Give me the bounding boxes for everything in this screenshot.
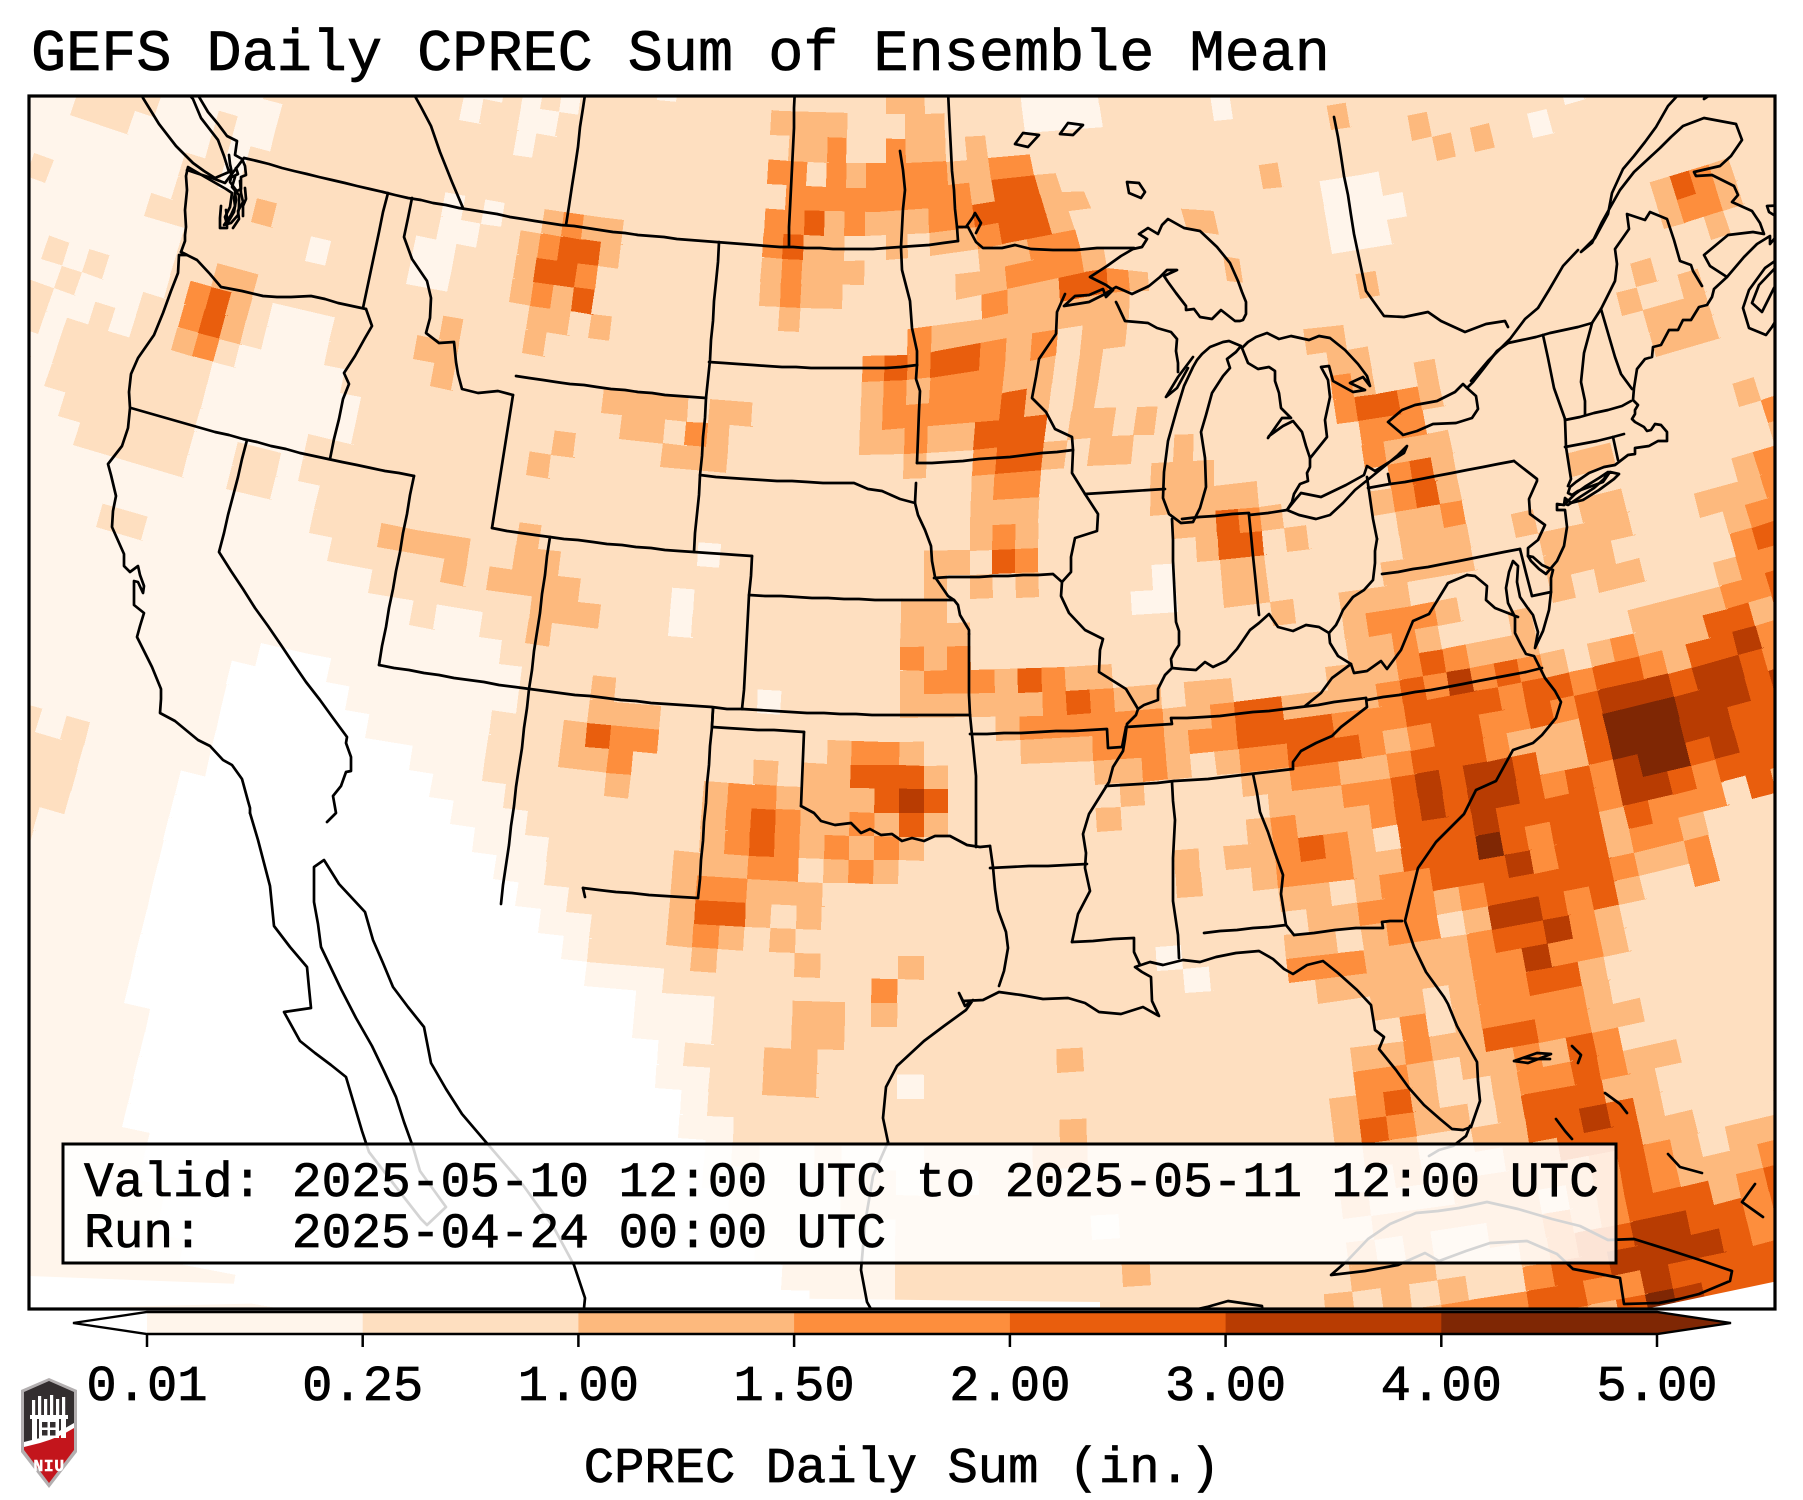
svg-text:5.00: 5.00: [1596, 1359, 1717, 1416]
svg-text:NIU: NIU: [33, 1457, 64, 1476]
svg-text:GEFS Daily CPREC Sum of Ensemb: GEFS Daily CPREC Sum of Ensemble Mean: [31, 21, 1330, 88]
svg-text:Run: 2025-04-24 00:00 UTC: Run: 2025-04-24 00:00 UTC: [84, 1206, 886, 1262]
svg-text:0.25: 0.25: [302, 1359, 423, 1416]
svg-text:0.01: 0.01: [86, 1359, 207, 1416]
svg-text:3.00: 3.00: [1165, 1359, 1286, 1416]
svg-text:4.00: 4.00: [1381, 1359, 1502, 1416]
svg-text:Valid: 2025-05-10 12:00 UTC to: Valid: 2025-05-10 12:00 UTC to 2025-05-1…: [84, 1155, 1599, 1211]
svg-text:1.50: 1.50: [733, 1359, 854, 1416]
svg-text:CPREC Daily Sum (in.): CPREC Daily Sum (in.): [584, 1441, 1220, 1498]
svg-text:2.00: 2.00: [949, 1359, 1070, 1416]
svg-text:1.00: 1.00: [518, 1359, 639, 1416]
